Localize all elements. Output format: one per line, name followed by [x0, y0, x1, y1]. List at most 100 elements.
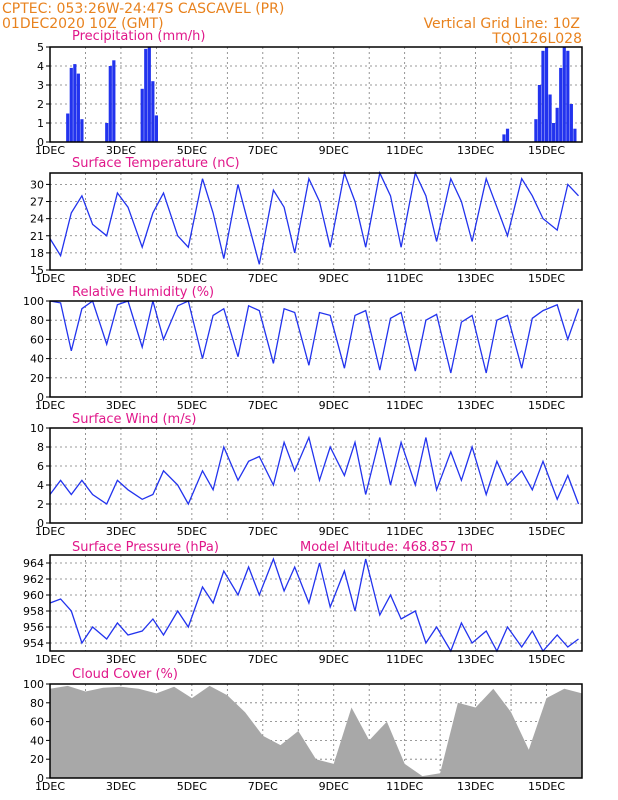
panel-3-xtick-label: 7DEC	[248, 399, 278, 412]
panel-1-bar	[140, 88, 144, 142]
panel-2-xtick-label: 3DEC	[106, 272, 136, 285]
panel-1-bar	[502, 134, 506, 142]
panel-4-ytick-label: 4	[37, 479, 44, 492]
panel-5-xtick-label: 13DEC	[457, 653, 494, 666]
panel-5-xtick-label: 7DEC	[248, 653, 278, 666]
panel-5-xtick-label: 1DEC	[35, 653, 65, 666]
panel-3-xtick-label: 9DEC	[319, 399, 349, 412]
panel-1-bar	[559, 67, 563, 142]
panel-1-xtick-label: 13DEC	[457, 144, 494, 157]
panel-6-title: Cloud Cover (%)	[72, 667, 178, 682]
panel-1-ytick-label: 3	[37, 79, 44, 92]
panel-6-frame	[49, 683, 583, 779]
panel-1-bar	[566, 50, 570, 142]
panel-4-xtick-label: 3DEC	[106, 525, 136, 538]
panel-6-area	[50, 685, 582, 778]
panel-4-xtick-label: 11DEC	[386, 525, 423, 538]
panel-3-ytick-label: 60	[30, 333, 44, 346]
panel-1-bar	[144, 48, 148, 142]
panel-1-bar	[537, 85, 542, 142]
panel-1-bar	[548, 94, 552, 142]
panel-3-line	[49, 299, 580, 374]
panel-4-xtick-label: 9DEC	[319, 525, 349, 538]
panel-1-ytick-label: 2	[37, 98, 44, 111]
panel-1-xtick-label: 9DEC	[319, 144, 349, 157]
panel-2-xtick-label: 9DEC	[319, 272, 349, 285]
panel-1-bar	[66, 113, 70, 142]
panel-1-bar	[569, 104, 573, 142]
panel-5-xtick-label: 9DEC	[319, 653, 349, 666]
panel-5-xtick-label: 3DEC	[106, 653, 136, 666]
panel-2-ytick-label: 24	[30, 213, 44, 226]
panel-4-ytick-label: 0	[37, 517, 44, 530]
panel-4-xtick-label: 1DEC	[35, 525, 65, 538]
panel-1-bar	[534, 119, 538, 142]
panel-3-frame	[49, 300, 583, 398]
panel-1-bar	[76, 73, 80, 142]
panel-4-ytick-label: 2	[37, 498, 44, 511]
panel-6-xtick-label: 9DEC	[319, 780, 349, 793]
panel-5-xtick-label: 11DEC	[386, 653, 423, 666]
panel-3-ytick-label: 20	[30, 372, 44, 385]
panel-6-ytick-label: 100	[23, 678, 44, 691]
panel-3-xtick-label: 1DEC	[35, 399, 65, 412]
panel-4-ytick-label: 10	[30, 422, 44, 435]
panel-5-ytick-label: 956	[23, 621, 44, 634]
panel-5-xtick-label: 5DEC	[177, 653, 207, 666]
panel-4-xtick-label: 7DEC	[248, 525, 278, 538]
panel-6-ytick-label: 80	[30, 697, 44, 710]
panel-1-bar	[555, 107, 559, 142]
panel-1-bar	[154, 115, 158, 142]
panel-1-xtick-label: 5DEC	[177, 144, 207, 157]
panel-3-xtick-label: 11DEC	[386, 399, 423, 412]
panel-2-ytick-label: 21	[30, 230, 44, 243]
panel-3-xtick-label: 3DEC	[106, 399, 136, 412]
panel-1-bar	[541, 50, 545, 142]
panel-1-ytick-label: 1	[37, 117, 44, 130]
panel-1-xtick-label: 3DEC	[106, 144, 136, 157]
panel-2-xtick-label: 13DEC	[457, 272, 494, 285]
panel-1-bar	[544, 47, 549, 142]
panel-3-xtick-label: 15DEC	[528, 399, 565, 412]
panel-3-ytick-label: 40	[30, 353, 44, 366]
panel-1-title: Precipitation (mm/h)	[72, 29, 205, 44]
panel-3-ytick-label: 100	[23, 295, 44, 308]
panel-5-ytick-label: 960	[23, 589, 44, 602]
panel-2-xtick-label: 15DEC	[528, 272, 565, 285]
panel-1-ytick-label: 4	[37, 60, 44, 73]
panel-5-ytick-label: 958	[23, 605, 44, 618]
panel-4-xtick-label: 15DEC	[528, 525, 565, 538]
panel-6-xtick-label: 1DEC	[35, 780, 65, 793]
panel-1-frame	[49, 46, 583, 143]
header-datetime: 01DEC2020 10Z (GMT)	[2, 16, 164, 32]
panel-3-xtick-label: 13DEC	[457, 399, 494, 412]
panel-2-xtick-label: 11DEC	[386, 272, 423, 285]
panel-5-note: Model Altitude: 468.857 m	[300, 540, 473, 555]
panel-6-ytick-label: 20	[30, 753, 44, 766]
panel-3-ytick-label: 0	[37, 391, 44, 404]
header-station: CPTEC: 053:26W-24:47S CASCAVEL (PR)	[2, 1, 284, 17]
panel-1-bar	[573, 128, 577, 142]
panel-5-title: Surface Pressure (hPa)	[72, 540, 219, 555]
panel-6-ytick-label: 60	[30, 716, 44, 729]
panel-1-bar	[69, 67, 73, 142]
panel-1-xtick-label: 7DEC	[248, 144, 278, 157]
panel-4-frame	[49, 427, 583, 524]
panel-6-ytick-label: 0	[37, 772, 44, 785]
panel-1-bar	[562, 47, 566, 142]
panel-3-title: Relative Humidity (%)	[72, 285, 214, 300]
panel-6-xtick-label: 5DEC	[177, 780, 207, 793]
panel-1-xtick-label: 11DEC	[386, 144, 423, 157]
panel-1-bar	[151, 81, 155, 142]
panel-2-title: Surface Temperature (nC)	[72, 156, 240, 171]
panel-1-bar	[108, 66, 112, 142]
header-grid-note: Vertical Grid Line: 10Z	[424, 16, 580, 32]
chart-panels: Precipitation (mm/h) 0 1 2 3 4 5 1DEC 3DEC 5DEC 7D…	[23, 29, 583, 793]
panel-3-ytick-label: 80	[30, 314, 44, 327]
panel-1-bar	[112, 60, 116, 142]
panel-4-ytick-label: 6	[37, 460, 44, 473]
panel-2-frame	[49, 172, 583, 271]
panel-2-ytick-label: 27	[30, 196, 44, 209]
panel-2-ytick-label: 15	[30, 264, 44, 277]
